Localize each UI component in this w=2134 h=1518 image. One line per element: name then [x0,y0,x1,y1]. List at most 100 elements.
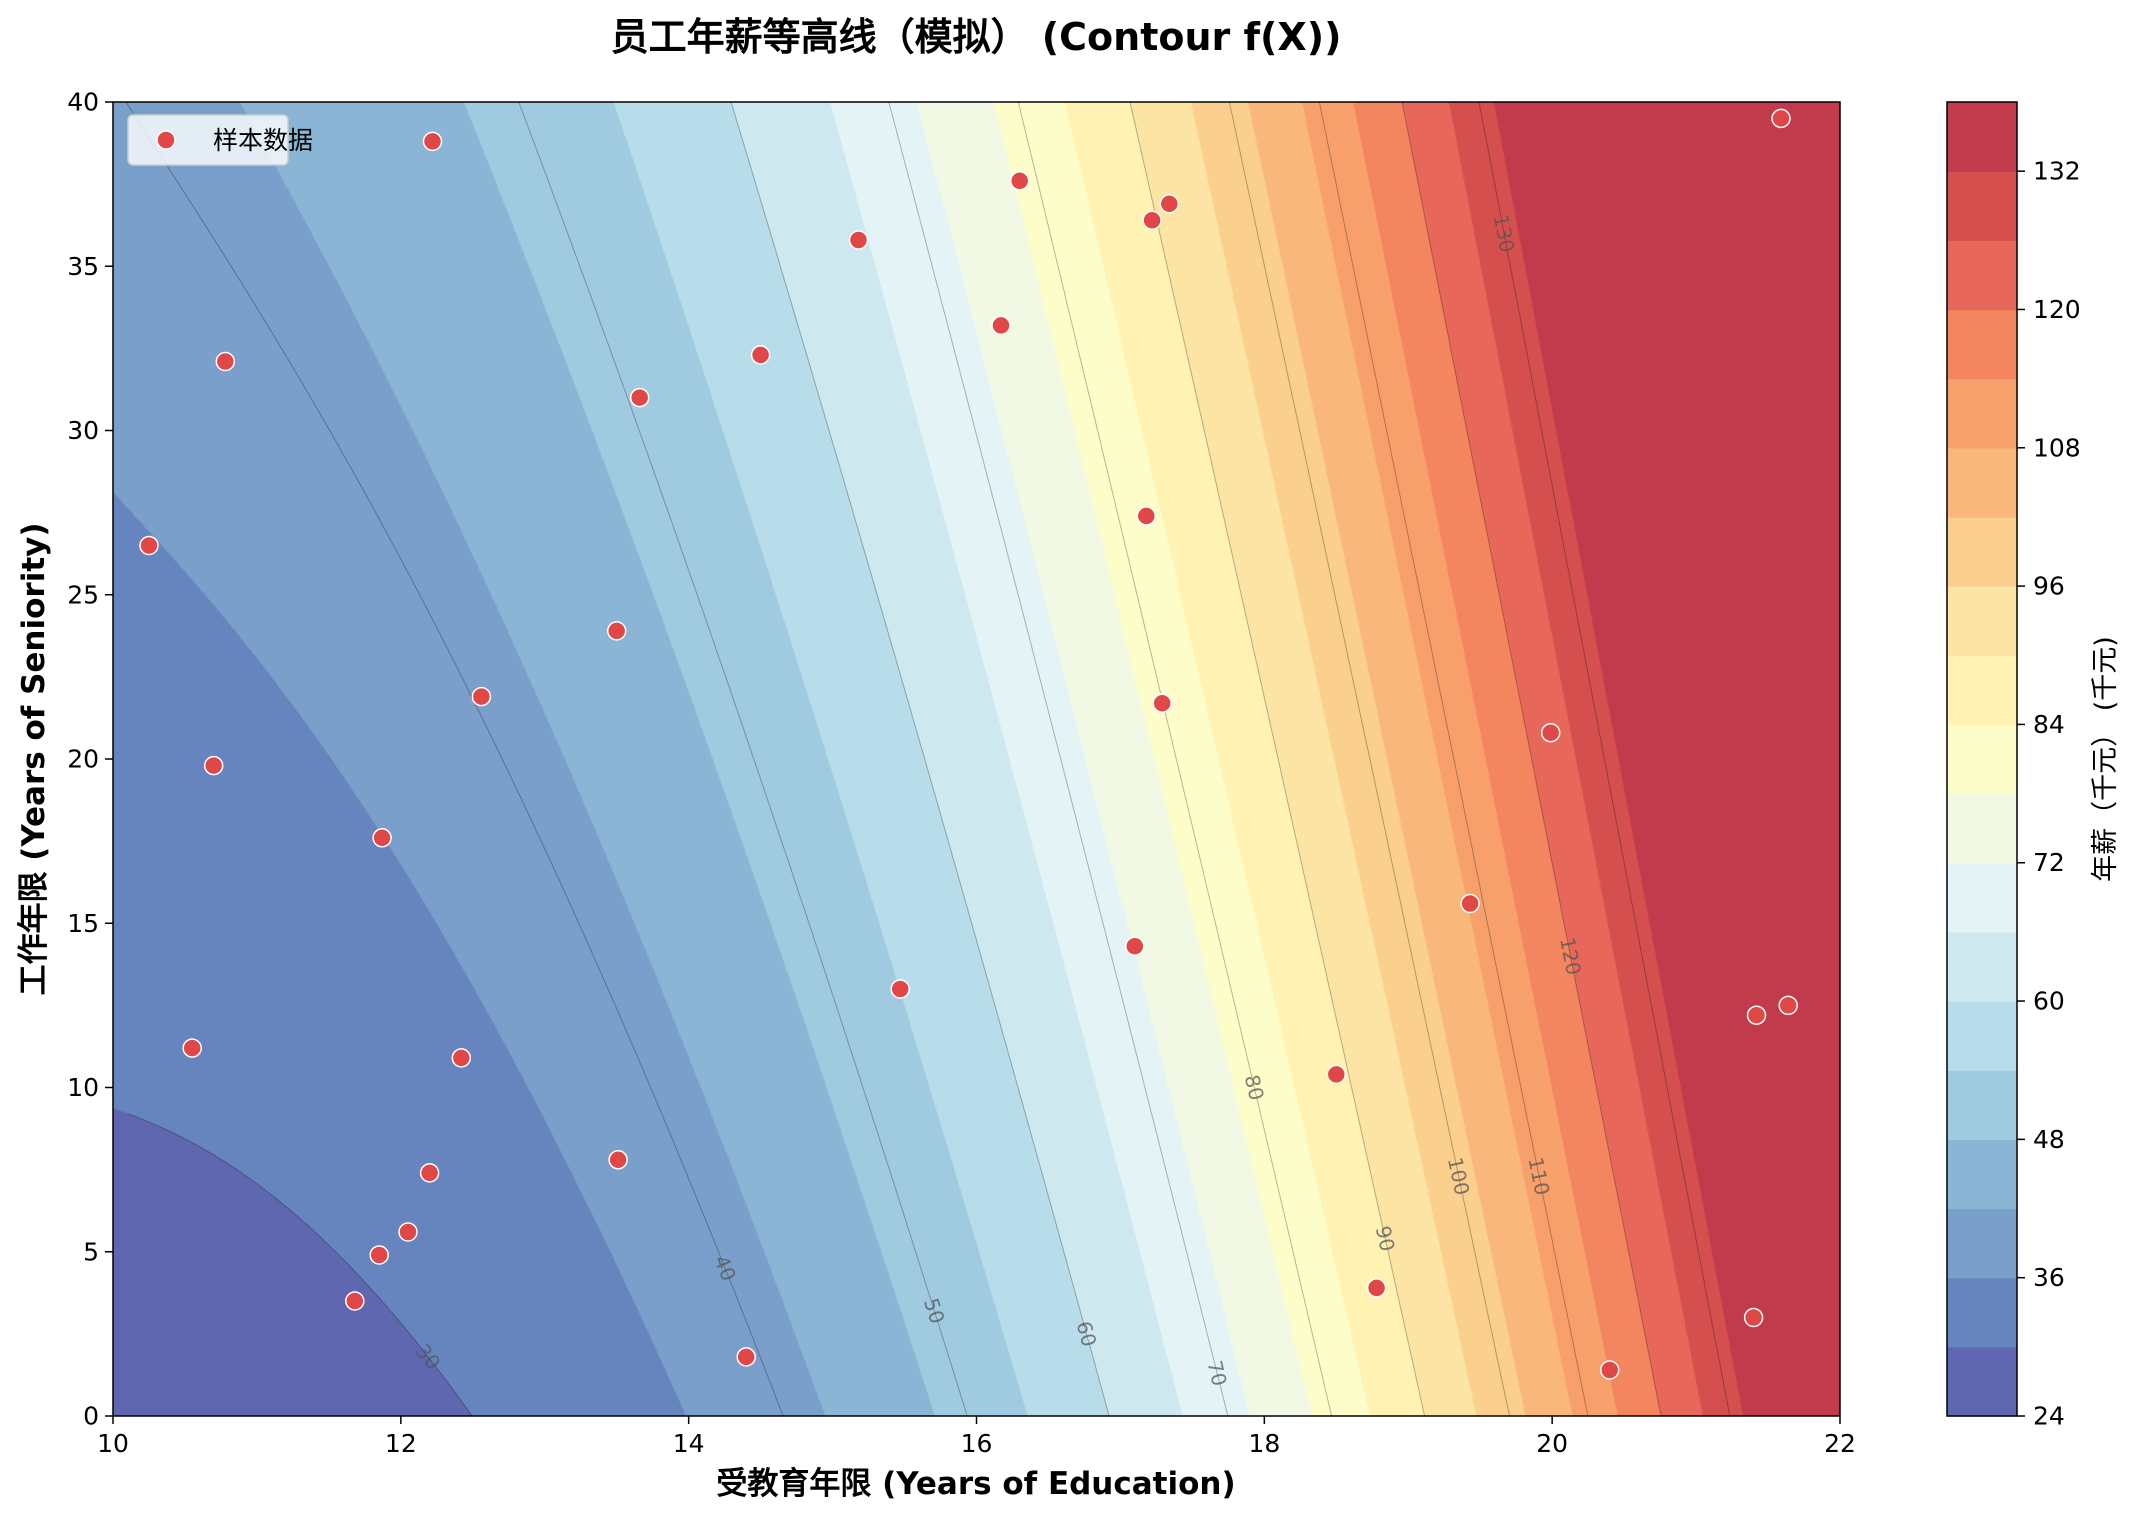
colorbar-swatch [1947,1277,2017,1348]
sample-point [606,621,627,641]
sample-point [471,686,492,707]
sample-point [203,755,224,776]
contour-line-60 [730,102,1110,1416]
sample-point [1125,936,1145,956]
legend: 样本数据 [127,114,313,166]
colorbar-swatch [1947,862,2017,933]
sample-point [1778,995,1798,1016]
sample-point [369,1245,389,1265]
colorbar-swatch [1947,447,2017,518]
contour-line-40 [125,102,784,1416]
sample-point [1460,893,1480,914]
colorbar-swatch [1947,309,2017,380]
colorbar-swatch [1947,171,2017,241]
sample-point [736,1347,756,1367]
colorbar-swatch [1947,724,2017,795]
x-axis-ticks: 10 12 14 16 18 20 22 [97,1416,1856,1458]
sample-point [1771,108,1791,129]
sample-point [182,1038,202,1058]
legend-marker [156,130,176,150]
sample-point [1599,1360,1620,1380]
y-tick-label: 25 [67,580,99,609]
colorbar-tick-label: 84 [2033,710,2065,739]
contour-line-30 [128,1113,473,1416]
sample-point [1366,1278,1387,1298]
colorbar-swatch [1947,102,2017,172]
y-tick-label: 10 [67,1073,99,1102]
chart-title: 员工年薪等高线（模拟） (Contour f(X)) [611,15,1342,59]
colorbar-swatch [1947,240,2017,311]
sample-point [629,387,650,408]
contour-line-80 [1017,102,1333,1416]
sample-point [890,979,910,999]
contour-line-100 [1228,102,1510,1416]
sample-point [608,1150,628,1170]
sample-point [1743,1307,1764,1328]
colorbar-tick-label: 108 [2033,433,2081,462]
sample-point [1142,210,1162,231]
x-tick-label: 14 [673,1429,705,1458]
colorbar-tick-label: 24 [2033,1402,2065,1431]
colorbar-tick-label: 36 [2033,1263,2065,1292]
x-tick-label: 10 [97,1429,129,1458]
sample-point [991,315,1011,336]
colorbar-tick-label: 96 [2033,572,2065,601]
colorbar-swatches [1947,102,2017,1417]
sample-point [1136,506,1157,526]
colorbar-swatch [1947,655,2017,726]
colorbar-ticks: 24 36 48 60 72 84 96 108 120 132 [2017,157,2081,1431]
y-tick-label: 5 [83,1237,99,1266]
contour-fill [113,102,1840,1416]
sample-point [1009,171,1030,191]
contour-label-70: 70 [1202,1358,1231,1389]
contour-line-130 [1478,102,1731,1416]
colorbar-tick-label: 72 [2033,848,2065,877]
sample-point [215,351,236,372]
y-axis-label: 工作年限 (Years of Seniority) [16,522,52,995]
y-tick-label: 30 [67,416,99,445]
contour-line-90 [1129,102,1426,1416]
colorbar-swatch [1947,1001,2017,1071]
y-tick-label: 0 [83,1402,99,1431]
x-axis-label: 受教育年限 (Years of Education) [716,1466,1235,1502]
y-tick-label: 15 [67,909,99,938]
colorbar-label: 年薪（千元） (千元) [2090,636,2121,882]
y-tick-label: 40 [67,88,99,117]
colorbar: 24 36 48 60 72 84 96 108 120 132 年薪（千元） (千元) [1946,101,2121,1431]
colorbar-tick-label: 132 [2033,157,2081,186]
y-axis-ticks: 0 5 10 15 20 25 30 35 40 [67,88,113,1431]
colorbar-swatch [1947,1139,2017,1210]
colorbar-swatch [1947,793,2017,864]
colorbar-swatch [1947,586,2017,656]
colorbar-swatch [1947,1070,2017,1140]
colorbar-swatch [1947,1208,2017,1279]
y-tick-label: 20 [67,745,99,774]
x-tick-label: 12 [385,1429,417,1458]
sample-point [1540,722,1561,743]
colorbar-swatch [1947,1346,2017,1417]
contour-line-110 [1318,102,1589,1416]
contour-label-90: 90 [1371,1224,1400,1254]
colorbar-tick-label: 120 [2033,295,2081,324]
sample-point [750,345,771,365]
colorbar-tick-label: 60 [2033,987,2065,1016]
colorbar-swatch [1947,378,2017,449]
sample-point [1746,1005,1767,1025]
sample-point [422,131,443,152]
contour-line-50 [518,102,968,1416]
x-tick-label: 22 [1824,1429,1856,1458]
sample-point [139,535,159,556]
y-tick-label: 35 [67,252,99,281]
contour-line-70 [888,102,1229,1416]
x-tick-label: 20 [1536,1429,1568,1458]
colorbar-frame [1946,101,2018,1417]
x-tick-label: 18 [1248,1429,1280,1458]
contour-line-120 [1401,102,1662,1416]
colorbar-tick-label: 48 [2033,1125,2065,1154]
sample-point [451,1048,472,1068]
sample-point [1326,1064,1347,1085]
colorbar-swatch [1947,516,2017,587]
sample-point [372,828,392,848]
x-tick-label: 16 [961,1429,993,1458]
